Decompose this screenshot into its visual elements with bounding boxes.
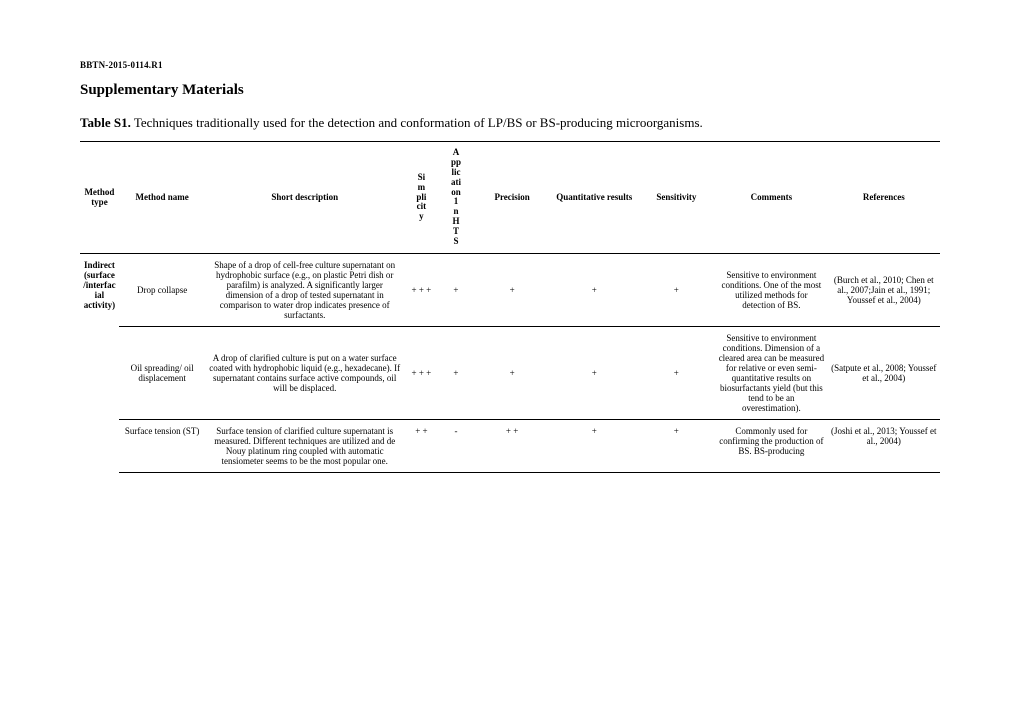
cell-comm: Sensitive to environment conditions. Dim…	[715, 326, 827, 419]
cell-simp: + + +	[404, 253, 439, 326]
col-precision: Precision	[473, 142, 551, 254]
col-sensitivity: Sensitivity	[637, 142, 715, 254]
cell-sens: +	[637, 326, 715, 419]
cell-desc: Surface tension of clarified culture sup…	[205, 419, 404, 472]
document-code: BBTN-2015-0114.R1	[80, 60, 940, 70]
table-body: Indirect (surface/interfacial activity) …	[80, 253, 940, 472]
col-short-desc: Short description	[205, 142, 404, 254]
cell-comm: Sensitive to environment conditions. One…	[715, 253, 827, 326]
col-application: Application1 n HTS	[439, 142, 474, 254]
cell-ref: (Joshi et al., 2013; Youssef et al., 200…	[828, 419, 940, 472]
cell-sens: +	[637, 253, 715, 326]
cell-prec: +	[473, 253, 551, 326]
table-caption-text: Techniques traditionally used for the de…	[131, 115, 703, 130]
cell-method-type: Indirect (surface/interfacial activity)	[80, 253, 119, 472]
cell-ref: (Burch et al., 2010; Chen et al., 2007;J…	[828, 253, 940, 326]
cell-quant: +	[551, 253, 637, 326]
cell-prec: +	[473, 326, 551, 419]
cell-quant: +	[551, 326, 637, 419]
cell-name: Oil spreading/ oil displacement	[119, 326, 205, 419]
cell-desc: Shape of a drop of cell-free culture sup…	[205, 253, 404, 326]
table-caption: Table S1. Techniques traditionally used …	[80, 115, 940, 131]
cell-name: Surface tension (ST)	[119, 419, 205, 472]
cell-simp: + + +	[404, 326, 439, 419]
col-method-name: Method name	[119, 142, 205, 254]
cell-simp: + +	[404, 419, 439, 472]
cell-quant: +	[551, 419, 637, 472]
cell-app: -	[439, 419, 474, 472]
cell-comm: Commonly used for confirming the product…	[715, 419, 827, 472]
col-method-type: Method type	[80, 142, 119, 254]
col-references: References	[828, 142, 940, 254]
cell-prec: + +	[473, 419, 551, 472]
cell-desc: A drop of clarified culture is put on a …	[205, 326, 404, 419]
cell-app: +	[439, 326, 474, 419]
col-quantitative: Quantitative results	[551, 142, 637, 254]
table-header-row: Method type Method name Short descriptio…	[80, 142, 940, 254]
methods-table: Method type Method name Short descriptio…	[80, 141, 940, 473]
cell-sens: +	[637, 419, 715, 472]
table-label: Table S1.	[80, 115, 131, 130]
cell-app: +	[439, 253, 474, 326]
table-row: Surface tension (ST) Surface tension of …	[80, 419, 940, 472]
table-row: Indirect (surface/interfacial activity) …	[80, 253, 940, 326]
cell-name: Drop collapse	[119, 253, 205, 326]
cell-ref: (Satpute et al., 2008; Youssef et al., 2…	[828, 326, 940, 419]
col-comments: Comments	[715, 142, 827, 254]
table-row: Oil spreading/ oil displacement A drop o…	[80, 326, 940, 419]
col-simplicity: Simplicity	[404, 142, 439, 254]
document-title: Supplementary Materials	[80, 82, 940, 99]
